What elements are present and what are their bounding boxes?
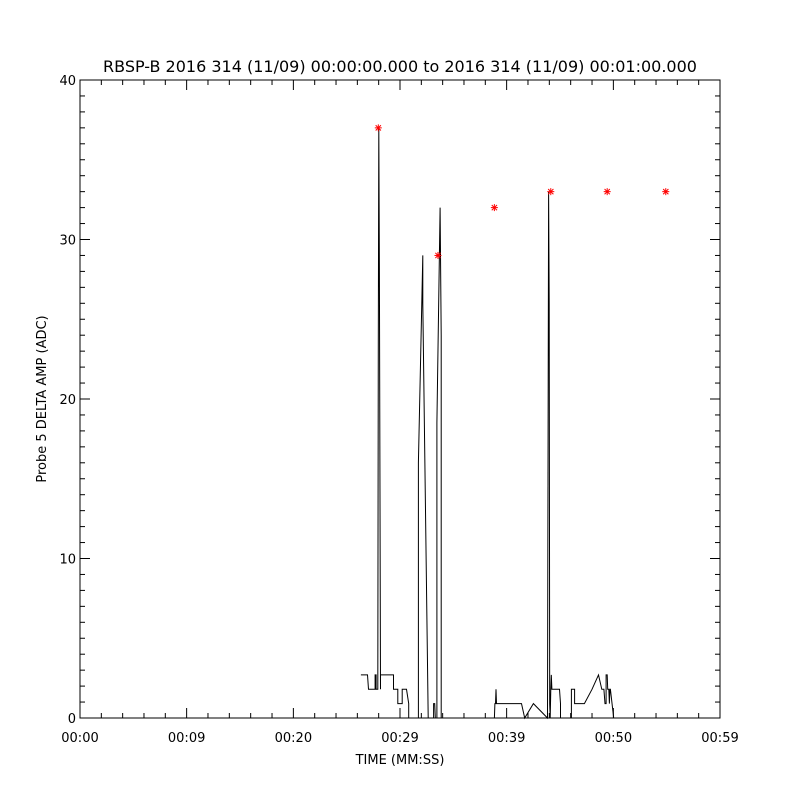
y-axis-ticks: 0 10 20 30 40 [59,74,720,727]
y-tick-label: 30 [59,234,76,249]
peak-marker [547,188,555,196]
x-tick-label: 00:59 [701,731,738,746]
x-axis-label: TIME (MM:SS) [355,753,445,768]
peak-marker [374,124,382,132]
y-tick-label: 0 [68,712,76,727]
x-axis-ticks: 00:00 00:09 00:20 00:29 00:39 00:50 00:59 [61,80,739,746]
data-line [360,127,720,720]
peak-markers [374,124,670,259]
x-tick-label: 00:20 [275,731,312,746]
peak-marker [603,188,611,196]
peak-marker [490,204,498,212]
x-tick-label: 00:50 [595,731,632,746]
y-tick-label: 40 [59,74,76,89]
x-tick-label: 00:29 [381,731,418,746]
plot-frame [79,79,721,719]
peak-marker [662,188,670,196]
y-tick-label: 20 [59,393,76,408]
x-tick-label: 00:00 [61,731,98,746]
y-axis-label: Probe 5 DELTA AMP (ADC) [35,315,50,482]
peak-marker [434,251,442,259]
chart-title: RBSP-B 2016 314 (11/09) 00:00:00.000 to … [103,57,697,76]
minor-ticks [80,80,720,718]
y-tick-label: 10 [59,553,76,568]
x-tick-label: 00:39 [488,731,525,746]
x-tick-label: 00:09 [168,731,205,746]
